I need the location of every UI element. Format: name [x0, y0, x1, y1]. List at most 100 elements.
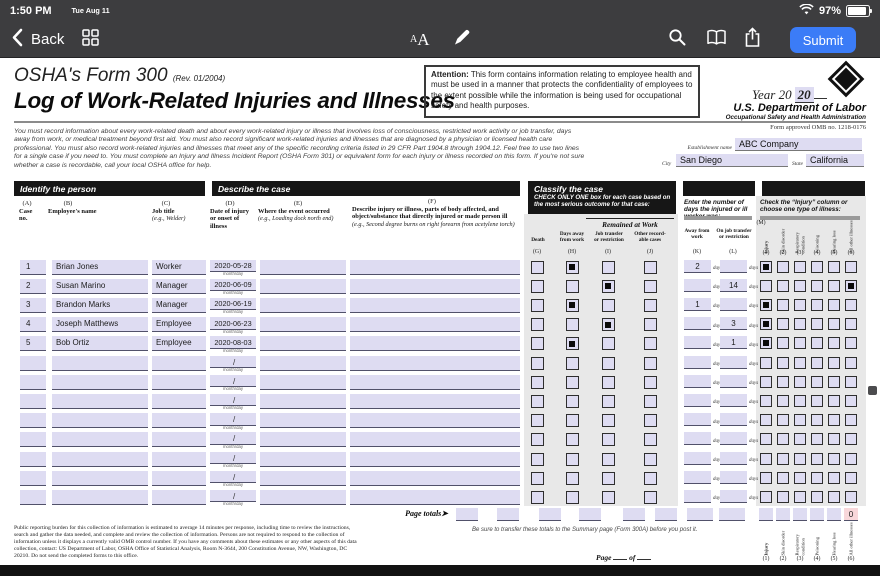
illness-checkbox-5[interactable] [828, 298, 840, 311]
employee-name-cell[interactable] [52, 393, 148, 409]
days-away-field[interactable] [684, 336, 711, 350]
days-away-field[interactable] [684, 489, 711, 503]
outcome-checkbox-j[interactable] [643, 337, 657, 351]
outcome-checkbox-j[interactable] [643, 452, 657, 466]
illness-checkbox-1[interactable] [760, 414, 772, 427]
case-number-cell[interactable]: 4 [20, 317, 46, 333]
state-input[interactable]: California [806, 154, 864, 167]
illness-checkbox-3[interactable] [794, 318, 806, 331]
case-number-cell[interactable]: 2 [20, 278, 46, 294]
date-cell[interactable]: / month/day [210, 451, 256, 468]
employee-name-cell[interactable] [52, 374, 148, 390]
illness-checkbox-6[interactable] [845, 298, 857, 311]
outcome-checkbox-j[interactable] [643, 394, 657, 408]
illness-checkbox-4[interactable] [811, 337, 823, 350]
illness-checkbox-4[interactable] [811, 375, 823, 388]
illness-checkbox-3[interactable] [794, 433, 806, 446]
outcome-checkbox-g[interactable] [530, 394, 544, 408]
illness-checkbox-2[interactable] [777, 394, 789, 407]
outcome-checkbox-i[interactable] [601, 337, 615, 351]
job-title-cell[interactable] [152, 470, 206, 486]
employee-name-cell[interactable]: Brandon Marks [52, 297, 148, 313]
illness-checkbox-3[interactable] [794, 452, 806, 465]
outcome-checkbox-h[interactable] [565, 452, 579, 466]
where-event-cell[interactable] [260, 355, 346, 371]
illness-checkbox-2[interactable] [777, 337, 789, 350]
page-total-box[interactable] [456, 508, 478, 521]
outcome-checkbox-h[interactable] [565, 356, 579, 370]
illness-checkbox-6[interactable] [845, 356, 857, 369]
outcome-checkbox-g[interactable] [530, 318, 544, 332]
search-button[interactable] [668, 22, 687, 57]
illness-total-box[interactable] [827, 508, 841, 521]
illness-checkbox-4[interactable] [811, 414, 823, 427]
describe-injury-cell[interactable] [350, 259, 520, 275]
days-transfer-field[interactable] [720, 489, 747, 503]
days-away-field[interactable] [684, 451, 711, 465]
illness-total-box[interactable] [810, 508, 824, 521]
where-event-cell[interactable] [260, 278, 346, 294]
describe-injury-cell[interactable] [350, 393, 520, 409]
illness-checkbox-6[interactable] [845, 490, 857, 503]
days-transfer-field[interactable]: 14 [720, 278, 747, 292]
job-title-cell[interactable] [152, 355, 206, 371]
outcome-checkbox-i[interactable] [601, 394, 615, 408]
outcome-checkbox-h[interactable] [565, 260, 579, 274]
where-event-cell[interactable] [260, 470, 346, 486]
case-number-cell[interactable]: 5 [20, 336, 46, 352]
illness-checkbox-5[interactable] [828, 260, 840, 273]
days-transfer-field[interactable]: 3 [720, 317, 747, 331]
days-away-field[interactable]: 1 [684, 297, 711, 311]
days-away-field[interactable] [684, 355, 711, 369]
job-title-cell[interactable] [152, 393, 206, 409]
outcome-checkbox-j[interactable] [643, 490, 657, 504]
days-transfer-field[interactable] [720, 374, 747, 388]
where-event-cell[interactable] [260, 393, 346, 409]
date-cell[interactable]: / month/day [210, 489, 256, 506]
illness-checkbox-6[interactable] [845, 433, 857, 446]
describe-injury-cell[interactable] [350, 432, 520, 448]
job-title-cell[interactable]: Manager [152, 278, 206, 294]
illness-checkbox-1[interactable] [760, 337, 772, 350]
illness-total-box[interactable] [759, 508, 773, 521]
page-total-box[interactable] [687, 508, 713, 521]
employee-name-cell[interactable] [52, 432, 148, 448]
outcome-checkbox-i[interactable] [601, 452, 615, 466]
employee-name-cell[interactable] [52, 451, 148, 467]
outcome-checkbox-h[interactable] [565, 298, 579, 312]
outcome-checkbox-j[interactable] [643, 356, 657, 370]
employee-name-cell[interactable] [52, 470, 148, 486]
outcome-checkbox-g[interactable] [530, 337, 544, 351]
page-total-box[interactable] [497, 508, 519, 521]
illness-checkbox-1[interactable] [760, 279, 772, 292]
page-total-box[interactable] [539, 508, 561, 521]
describe-injury-cell[interactable] [350, 278, 520, 294]
days-transfer-field[interactable] [720, 413, 747, 427]
date-cell[interactable]: 2020-05-28 month/day [210, 259, 256, 276]
case-number-cell[interactable] [20, 432, 46, 448]
outcome-checkbox-g[interactable] [530, 433, 544, 447]
date-cell[interactable]: 2020-08-03 month/day [210, 336, 256, 353]
days-away-field[interactable] [684, 374, 711, 388]
case-number-cell[interactable]: 3 [20, 297, 46, 313]
year-field[interactable]: Year 20 20 [752, 87, 827, 103]
illness-checkbox-5[interactable] [828, 414, 840, 427]
job-title-cell[interactable]: Employee [152, 336, 206, 352]
outcome-checkbox-h[interactable] [565, 433, 579, 447]
illness-checkbox-4[interactable] [811, 433, 823, 446]
illness-checkbox-2[interactable] [777, 433, 789, 446]
employee-name-cell[interactable] [52, 489, 148, 505]
date-cell[interactable]: / month/day [210, 374, 256, 391]
outcome-checkbox-g[interactable] [530, 471, 544, 485]
job-title-cell[interactable] [152, 432, 206, 448]
days-transfer-field[interactable] [720, 297, 747, 311]
outcome-checkbox-g[interactable] [530, 452, 544, 466]
submit-button[interactable]: Submit [790, 27, 856, 53]
outcome-checkbox-i[interactable] [601, 433, 615, 447]
illness-checkbox-5[interactable] [828, 452, 840, 465]
illness-checkbox-4[interactable] [811, 490, 823, 503]
days-away-field[interactable] [684, 278, 711, 292]
job-title-cell[interactable] [152, 374, 206, 390]
illness-checkbox-1[interactable] [760, 260, 772, 273]
outcome-checkbox-g[interactable] [530, 356, 544, 370]
